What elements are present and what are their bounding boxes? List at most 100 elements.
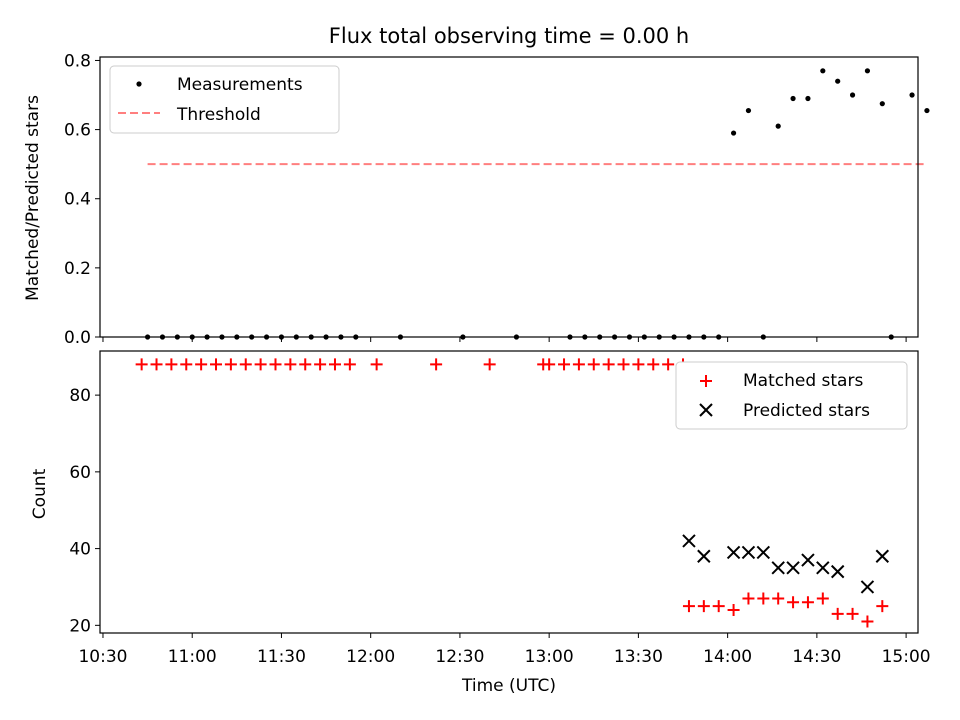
measurement-point bbox=[775, 123, 781, 129]
measurement-point bbox=[909, 92, 915, 98]
matched-star-point bbox=[135, 358, 148, 371]
x-tick-label: 15:00 bbox=[882, 647, 931, 667]
measurement-point bbox=[805, 95, 811, 102]
matched-star-point bbox=[617, 358, 630, 371]
top-y-tick-label: 0.6 bbox=[64, 121, 91, 141]
measurement-point bbox=[849, 92, 856, 98]
matched-star-point bbox=[632, 358, 645, 371]
x-tick-label: 14:30 bbox=[792, 647, 841, 667]
x-tick-label: 13:00 bbox=[525, 647, 574, 667]
measurement-point bbox=[745, 107, 752, 114]
matched-star-point bbox=[284, 358, 297, 371]
matched-star-point bbox=[370, 358, 383, 371]
matched-star-point bbox=[742, 592, 755, 605]
matched-star-point bbox=[831, 607, 844, 620]
matched-star-point bbox=[682, 600, 695, 613]
matched-star-point bbox=[816, 592, 829, 605]
x-tick-label: 14:00 bbox=[703, 647, 752, 667]
x-tick-label: 12:00 bbox=[346, 647, 395, 667]
matched-star-point bbox=[328, 358, 341, 371]
matched-star-point bbox=[150, 358, 163, 371]
matched-star-point bbox=[299, 358, 312, 371]
matched-star-point bbox=[647, 358, 660, 371]
matched-star-point bbox=[239, 358, 252, 371]
matched-star-point bbox=[787, 596, 800, 609]
legend-threshold-label: Threshold bbox=[176, 105, 261, 125]
predicted-star-point bbox=[741, 545, 756, 560]
matched-star-point bbox=[772, 592, 785, 605]
measurement-point bbox=[790, 95, 796, 102]
matched-star-point bbox=[430, 358, 443, 371]
matched-star-point bbox=[587, 358, 600, 371]
predicted-star-point bbox=[756, 545, 771, 560]
predicted-star-point bbox=[682, 534, 696, 548]
matched-star-point bbox=[269, 358, 282, 371]
bottom-axes-frame bbox=[99, 350, 919, 634]
top-y-tick-label: 0.8 bbox=[64, 51, 91, 71]
predicted-star-point bbox=[786, 561, 800, 575]
measurement-point bbox=[879, 101, 885, 107]
legend-measurements-marker bbox=[136, 81, 142, 87]
matched-star-point bbox=[727, 603, 740, 616]
matched-star-point bbox=[224, 358, 237, 371]
legend-matched-marker bbox=[700, 375, 712, 387]
matched-star-point bbox=[876, 600, 889, 613]
matched-star-point bbox=[697, 600, 710, 613]
matched-star-point bbox=[254, 358, 267, 371]
bottom-y-axis-label: Count bbox=[30, 468, 50, 519]
matched-star-point bbox=[602, 358, 615, 371]
x-tick-label: 10:30 bbox=[78, 647, 127, 667]
top-y-tick-label: 0.4 bbox=[64, 190, 91, 210]
matched-star-point bbox=[572, 358, 585, 371]
measurement-point bbox=[864, 68, 871, 74]
bottom-axes: 20 40 60 80 10:30 11:00 11:30 12:00 12:30 13:00 13… bbox=[69, 350, 931, 667]
bottom-y-tick-label: 40 bbox=[69, 540, 91, 560]
matched-star-point bbox=[846, 607, 859, 620]
legend-matched-label: Matched stars bbox=[743, 371, 863, 391]
matched-star-point bbox=[165, 358, 178, 371]
top-y-tick-label: 0.2 bbox=[64, 259, 91, 279]
x-axis-label: Time (UTC) bbox=[461, 676, 556, 696]
matched-star-point bbox=[558, 358, 571, 371]
matched-star-point bbox=[662, 358, 675, 371]
measurement-point bbox=[835, 78, 841, 84]
measurement-point bbox=[730, 130, 737, 136]
top-legend: Measurements Threshold bbox=[109, 65, 340, 134]
matched-star-point bbox=[210, 358, 223, 371]
top-y-tick-label: 0.0 bbox=[64, 328, 91, 348]
bottom-plot-area bbox=[135, 358, 890, 628]
predicted-star-point bbox=[860, 580, 875, 594]
bottom-y-tick-label: 20 bbox=[69, 616, 91, 636]
matched-star-point bbox=[314, 358, 327, 371]
matched-star-point bbox=[483, 358, 496, 371]
matched-star-point bbox=[801, 596, 814, 609]
legend-predicted-marker bbox=[699, 403, 713, 417]
matched-star-point bbox=[343, 358, 356, 371]
matched-star-point bbox=[180, 358, 193, 371]
predicted-star-point bbox=[697, 549, 711, 563]
predicted-star-point bbox=[830, 564, 845, 579]
matched-star-point bbox=[861, 615, 874, 628]
measurement-point bbox=[924, 107, 930, 114]
x-tick-label: 12:30 bbox=[435, 647, 484, 667]
bottom-legend: Matched stars Predicted stars bbox=[675, 361, 908, 430]
top-axes: 0.0 0.2 0.4 0.6 0.8 bbox=[64, 51, 919, 348]
bottom-y-tick-label: 60 bbox=[69, 463, 91, 483]
measurement-point bbox=[820, 68, 826, 74]
x-tick-label: 11:30 bbox=[257, 647, 306, 667]
legend-measurements-label: Measurements bbox=[177, 75, 303, 95]
matched-star-point bbox=[543, 358, 556, 371]
matched-star-point bbox=[195, 358, 208, 371]
predicted-star-point bbox=[875, 549, 890, 563]
x-tick-label: 11:00 bbox=[168, 647, 217, 667]
predicted-star-point bbox=[726, 545, 741, 560]
top-plot-area bbox=[144, 68, 930, 340]
matched-star-point bbox=[712, 600, 725, 613]
top-axes-frame bbox=[99, 56, 919, 338]
predicted-star-point bbox=[801, 553, 815, 567]
legend-predicted-label: Predicted stars bbox=[743, 401, 870, 421]
top-y-axis-label: Matched/Predicted stars bbox=[23, 95, 43, 301]
predicted-star-point bbox=[816, 561, 830, 575]
chart-title: Flux total observing time = 0.00 h bbox=[329, 24, 689, 48]
